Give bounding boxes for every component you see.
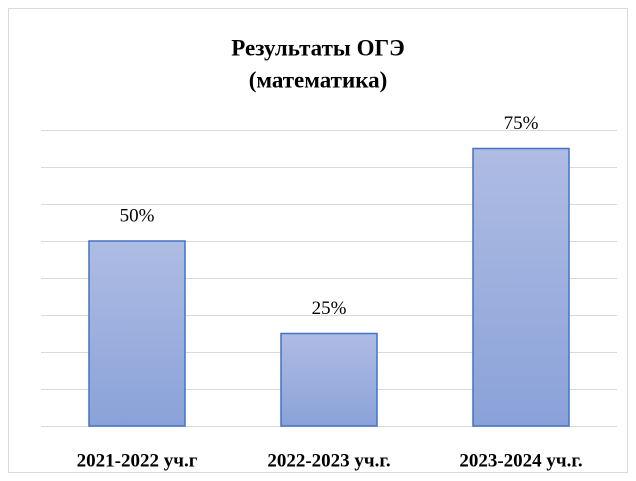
data-label: 75% (504, 113, 539, 134)
bar (280, 332, 378, 427)
x-tick-label: 2022-2023 уч.г. (267, 450, 390, 471)
data-label: 25% (312, 298, 347, 319)
data-label: 50% (120, 205, 155, 226)
x-tick-label: 2021-2022 уч.г (77, 450, 198, 471)
bar (472, 147, 570, 427)
x-tick-label: 2023-2024 уч.г. (459, 450, 582, 471)
chart-title: Результаты ОГЭ (231, 35, 404, 60)
chart-title: (математика) (249, 67, 388, 92)
bar (88, 240, 186, 427)
